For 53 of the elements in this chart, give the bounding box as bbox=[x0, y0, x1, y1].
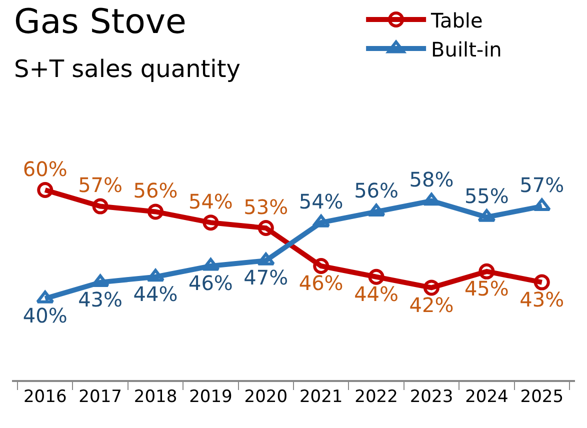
x-tick-label: 2020 bbox=[244, 387, 288, 408]
x-tick-label: 2019 bbox=[189, 387, 232, 408]
point bbox=[478, 209, 496, 222]
data-label: 43% bbox=[520, 287, 564, 312]
x-tick-label: 2021 bbox=[299, 387, 343, 408]
data-label: 56% bbox=[133, 178, 178, 203]
point bbox=[36, 290, 54, 304]
x-tick-label: 2024 bbox=[465, 387, 508, 408]
x-tick-label: 2016 bbox=[23, 387, 67, 408]
point bbox=[313, 258, 330, 274]
chart-title: Gas Stove bbox=[14, 2, 186, 42]
data-label: 43% bbox=[78, 287, 123, 312]
point bbox=[422, 192, 440, 206]
data-label: 45% bbox=[464, 276, 509, 301]
point bbox=[92, 198, 108, 214]
x-tick-label: 2023 bbox=[410, 387, 454, 408]
point bbox=[423, 280, 440, 296]
data-label: 55% bbox=[464, 184, 509, 208]
data-label: 42% bbox=[409, 292, 454, 317]
legend-label: Built-in bbox=[431, 37, 502, 62]
point bbox=[367, 204, 386, 216]
point bbox=[202, 214, 219, 231]
point bbox=[37, 182, 54, 198]
data-label: 58% bbox=[409, 168, 454, 192]
point bbox=[312, 214, 330, 228]
data-label: 54% bbox=[298, 189, 344, 214]
data-label: 57% bbox=[78, 173, 123, 198]
point bbox=[256, 252, 275, 266]
data-label: 40% bbox=[22, 304, 68, 328]
point bbox=[532, 198, 551, 212]
x-tick-label: 2018 bbox=[134, 387, 178, 408]
point bbox=[534, 274, 550, 290]
legend-label: Table bbox=[430, 8, 483, 32]
data-label: 46% bbox=[298, 271, 344, 296]
x-tick-label: 2025 bbox=[520, 387, 564, 408]
data-label: 44% bbox=[133, 282, 178, 306]
data-label: 44% bbox=[354, 282, 399, 306]
data-label: 54% bbox=[188, 189, 233, 214]
data-label: 56% bbox=[354, 178, 399, 203]
data-label: 53% bbox=[244, 194, 288, 219]
data-label: 47% bbox=[244, 266, 288, 290]
point bbox=[202, 258, 220, 271]
data-label: 60% bbox=[22, 156, 68, 181]
data-label: 46% bbox=[188, 271, 233, 296]
point bbox=[258, 220, 274, 236]
data-label: 57% bbox=[520, 173, 564, 198]
chart-subtitle: S+T sales quantity bbox=[14, 55, 240, 83]
x-tick-label: 2022 bbox=[354, 387, 398, 408]
point bbox=[478, 263, 495, 280]
point bbox=[148, 204, 164, 220]
point bbox=[368, 268, 384, 285]
point bbox=[146, 268, 165, 282]
x-tick-label: 2017 bbox=[78, 387, 122, 408]
